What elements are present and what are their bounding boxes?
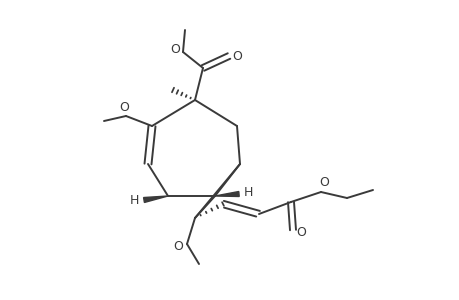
Polygon shape xyxy=(143,196,168,202)
Text: O: O xyxy=(170,43,179,56)
Text: O: O xyxy=(231,50,241,62)
Text: O: O xyxy=(319,176,328,190)
Text: H: H xyxy=(243,187,252,200)
Polygon shape xyxy=(214,191,239,196)
Text: O: O xyxy=(119,100,129,113)
Text: H: H xyxy=(129,194,138,208)
Text: O: O xyxy=(296,226,305,238)
Text: O: O xyxy=(173,239,183,253)
